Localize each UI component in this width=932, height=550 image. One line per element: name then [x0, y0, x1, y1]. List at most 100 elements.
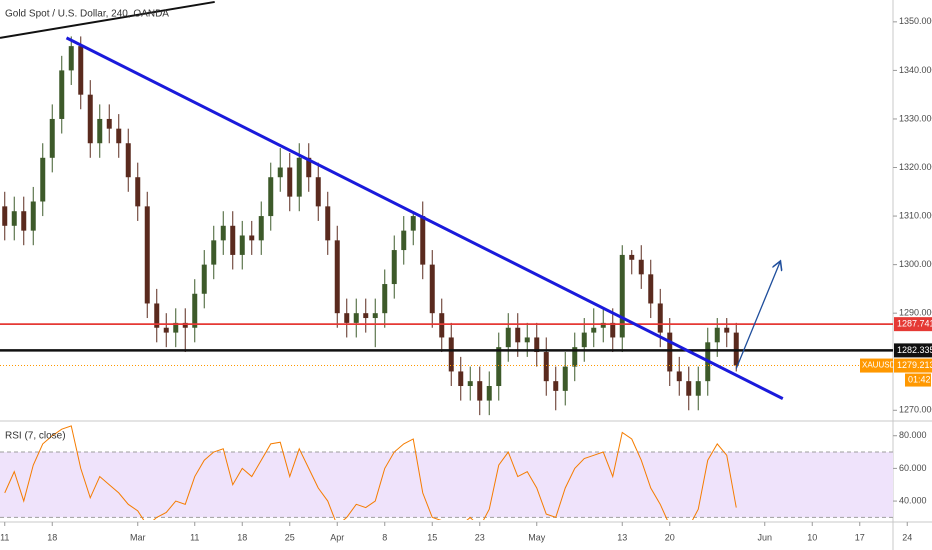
- candle-body: [268, 177, 274, 217]
- x-tick-label: 11: [190, 532, 199, 542]
- candle-body: [477, 381, 483, 401]
- rsi-band: [0, 452, 893, 518]
- candle-body: [59, 70, 65, 119]
- candle-body: [11, 211, 17, 226]
- candle-body: [344, 313, 350, 323]
- candle-body: [201, 264, 207, 294]
- rsi-pane: [0, 425, 893, 520]
- candle-body: [116, 128, 122, 144]
- y-tick-label: 1350.000: [899, 16, 932, 26]
- candle-body: [676, 371, 682, 382]
- chart-title: Gold Spot / U.S. Dollar, 240, OANDA: [5, 9, 169, 20]
- candle-body: [543, 352, 549, 382]
- candle-body: [401, 230, 407, 251]
- candle-body: [135, 177, 141, 207]
- candle-body: [78, 46, 84, 95]
- candle-body: [448, 337, 454, 372]
- candle-body: [534, 337, 540, 353]
- rsi-tick-label: 80.000: [899, 430, 927, 440]
- candle-body: [296, 157, 302, 197]
- candle-body: [30, 201, 36, 231]
- candle-body: [353, 313, 359, 323]
- x-tick-label: Mar: [130, 532, 146, 542]
- x-tick-label: 20: [665, 532, 675, 542]
- candle-body: [97, 118, 103, 144]
- candle-body: [648, 274, 654, 304]
- candle-body: [87, 94, 93, 144]
- candle-body: [420, 216, 426, 265]
- x-tick-label: 25: [285, 532, 295, 542]
- candle-body: [553, 381, 559, 391]
- price-tag: [894, 358, 932, 373]
- candle-body: [2, 206, 8, 226]
- x-tick-label: Jun: [757, 532, 772, 542]
- candle-body: [230, 225, 236, 255]
- x-tick-label: May: [528, 532, 546, 542]
- candle-body: [68, 46, 74, 71]
- candle-body: [249, 235, 255, 241]
- candle-body: [144, 206, 150, 304]
- candle-body: [467, 381, 473, 387]
- x-tick-label: 13: [617, 532, 627, 542]
- projection-arrow: [735, 262, 780, 369]
- candle-body: [220, 225, 226, 241]
- candle-body: [572, 347, 578, 367]
- y-tick-label: 1340.000: [899, 65, 932, 75]
- candle-body: [733, 332, 739, 366]
- candle-body: [106, 118, 112, 129]
- candle-body: [173, 322, 179, 333]
- candle-body: [591, 327, 597, 333]
- y-tick-label: 1290.000: [899, 308, 932, 318]
- candle-body: [619, 254, 625, 338]
- candle-body: [258, 216, 264, 241]
- candle-body: [315, 177, 321, 207]
- x-tick-label: 18: [47, 532, 57, 542]
- candle-body: [192, 293, 198, 328]
- candle-body: [372, 313, 378, 319]
- candle-body: [638, 259, 644, 275]
- symbol-tag: [860, 358, 893, 373]
- candle-body: [334, 240, 340, 314]
- candle-body: [458, 371, 464, 387]
- candle-body: [363, 313, 369, 319]
- candle-body: [49, 118, 55, 158]
- rsi-tick-label: 40.000: [899, 495, 927, 505]
- y-tick-label: 1310.000: [899, 210, 932, 220]
- candle-body: [21, 211, 27, 231]
- level-tag: [894, 343, 932, 358]
- level-tag: [894, 317, 932, 332]
- candle-body: [562, 366, 568, 391]
- price-pane: [0, 0, 893, 416]
- candle-body: [391, 250, 397, 285]
- x-tick-label: 11: [0, 532, 9, 542]
- candle-body: [686, 381, 692, 396]
- countdown-label: 01:42: [908, 374, 931, 384]
- y-tick-label: 1270.000: [899, 405, 932, 415]
- candle-body: [505, 327, 511, 348]
- x-tick-label: 8: [382, 532, 387, 542]
- candle-body: [524, 337, 530, 343]
- level-label: 1287.741: [897, 319, 932, 329]
- candle-body: [211, 240, 217, 265]
- x-tick-label: 10: [807, 532, 817, 542]
- candle-body: [325, 206, 331, 241]
- axes: 1270.000 1290.000 1300.000 1310.000 1320.000…: [0, 16, 932, 542]
- candle-body: [125, 143, 131, 178]
- symbol-label: XAUUSD: [862, 361, 896, 370]
- candle-body: [714, 327, 720, 343]
- candle-body: [287, 167, 293, 197]
- x-tick-label: 17: [855, 532, 865, 542]
- candle-body: [182, 322, 188, 328]
- candle-body: [581, 332, 587, 348]
- candle-body: [163, 327, 169, 333]
- y-tick-label: 1320.000: [899, 162, 932, 172]
- candle-body: [657, 303, 663, 333]
- rsi-line: [4, 425, 737, 520]
- candle-body: [695, 381, 701, 396]
- candle-body: [429, 264, 435, 314]
- candle-body: [667, 332, 673, 372]
- price-label: 1279.213: [897, 360, 932, 370]
- candle-body: [496, 347, 502, 387]
- candle-body: [410, 216, 416, 231]
